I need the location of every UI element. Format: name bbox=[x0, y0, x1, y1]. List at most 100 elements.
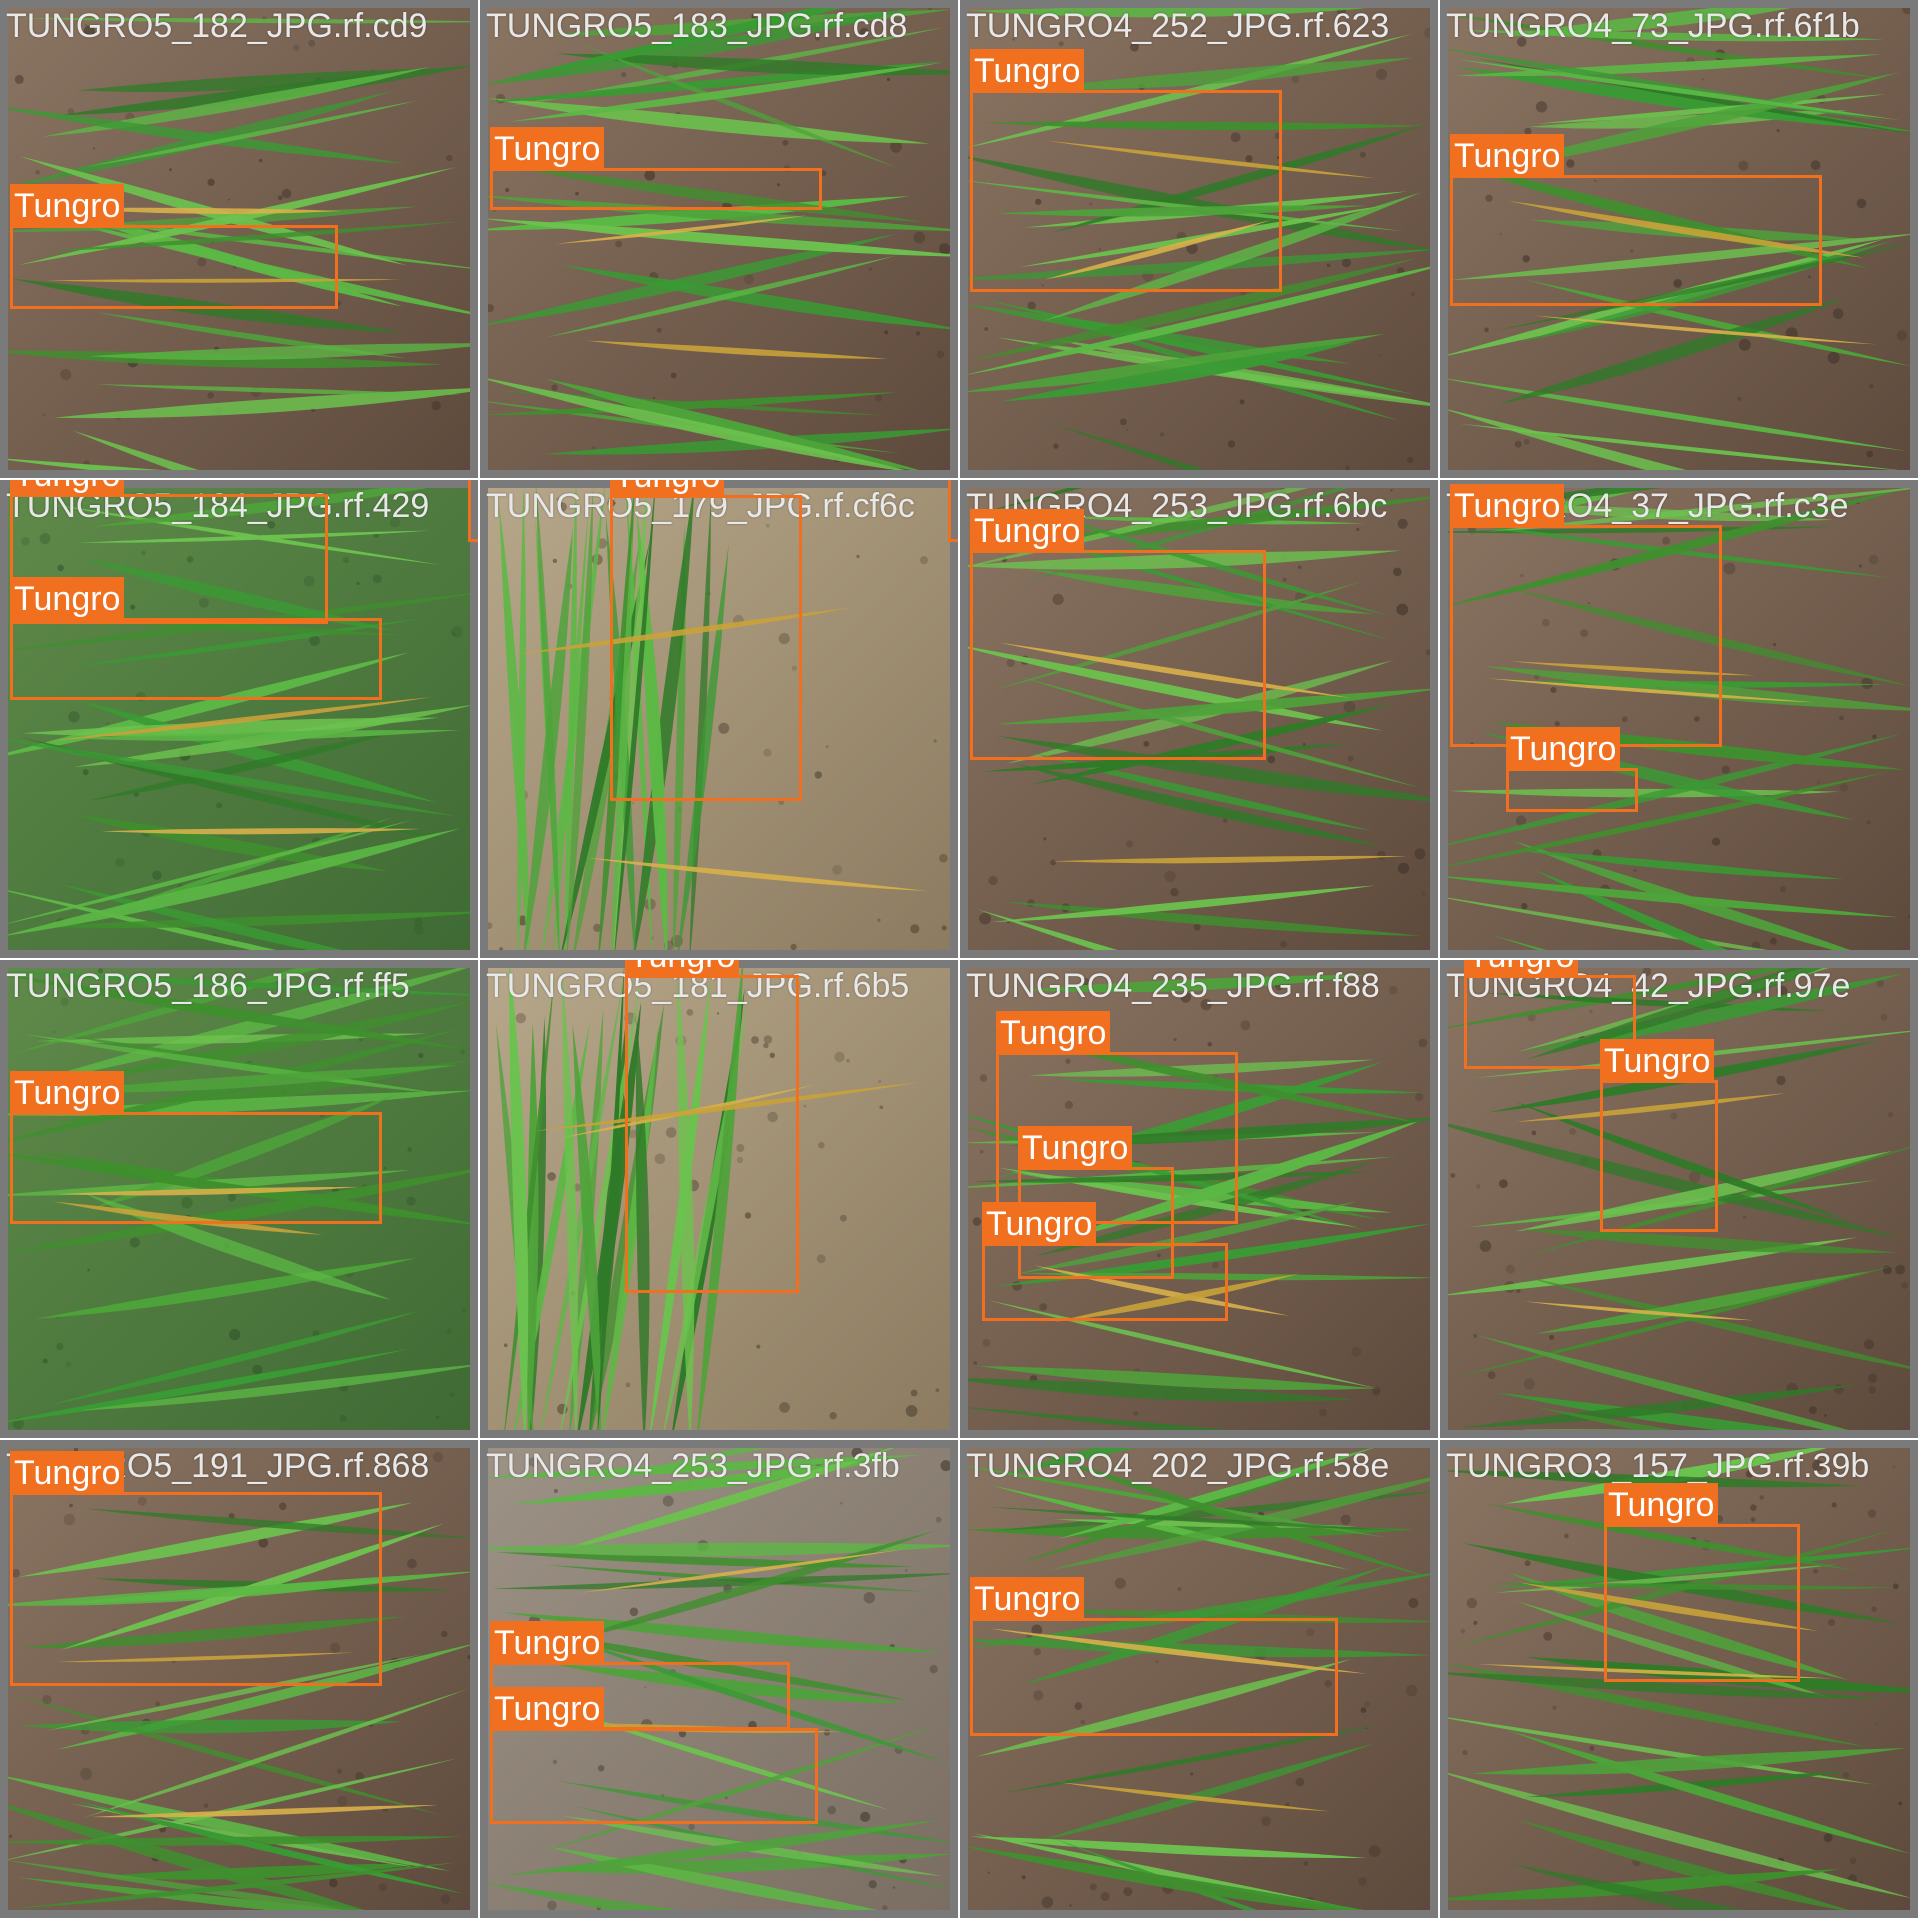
soil-speck bbox=[665, 1127, 677, 1138]
soil-speck bbox=[1319, 1408, 1327, 1417]
detection-tile: TUNGRO3_157_JPG.rf.39b Tungro bbox=[1440, 1440, 1920, 1920]
soil-speck bbox=[115, 858, 125, 868]
soil-speck bbox=[987, 1871, 991, 1874]
soil-speck bbox=[718, 722, 730, 734]
yellowed-leaf bbox=[1511, 661, 1756, 676]
tile-image bbox=[8, 1448, 470, 1910]
soil-speck bbox=[488, 922, 493, 929]
soil-speck bbox=[308, 39, 316, 47]
field-photo bbox=[1448, 968, 1910, 1430]
bounding-box: Tungro bbox=[1604, 1483, 1800, 1682]
rice-leaf bbox=[1463, 1543, 1900, 1624]
soil-speck bbox=[790, 943, 797, 950]
bounding-box: Tungro bbox=[996, 1011, 1238, 1224]
yellowed-leaf bbox=[586, 340, 889, 359]
bounding-box: Tungro bbox=[610, 480, 802, 801]
yellowed-leaf bbox=[555, 215, 807, 245]
soil-speck bbox=[198, 597, 209, 608]
soil-speck bbox=[1580, 629, 1589, 638]
soil-speck bbox=[505, 188, 510, 193]
detection-tile: TUNGRO4_253_JPG.rf.3fb Tungro Tungro bbox=[480, 1440, 960, 1920]
rice-leaf bbox=[488, 218, 950, 257]
soil-speck bbox=[1326, 263, 1331, 268]
rice-leaf bbox=[8, 828, 461, 936]
rice-leaf bbox=[566, 488, 594, 950]
class-label: Tungro bbox=[970, 509, 1085, 553]
rice-leaf bbox=[83, 1193, 391, 1300]
rice-leaf bbox=[968, 266, 1430, 375]
soil-speck bbox=[1772, 642, 1777, 647]
image-filename: TUNGRO4_202_JPG.rf.58e bbox=[966, 1447, 1390, 1485]
soil-speck bbox=[141, 550, 146, 556]
soil-speck bbox=[1123, 1887, 1133, 1897]
soil-speck bbox=[982, 1338, 991, 1347]
soil-speck bbox=[856, 554, 860, 559]
rice-leaf bbox=[1022, 974, 1367, 993]
soil-speck bbox=[1033, 1648, 1041, 1656]
soil-speck bbox=[1759, 1495, 1764, 1500]
soil-speck bbox=[414, 917, 423, 927]
rice-leaf bbox=[84, 100, 418, 168]
soil-speck bbox=[1222, 818, 1228, 823]
bounding-box: Tungro bbox=[468, 480, 478, 542]
soil-speck bbox=[1053, 443, 1059, 449]
rice-leaf bbox=[95, 384, 462, 395]
soil-speck bbox=[575, 191, 579, 196]
soil-speck bbox=[303, 575, 315, 587]
rice-leaf bbox=[552, 1663, 907, 1704]
soil-speck bbox=[1901, 1282, 1908, 1289]
soil-speck bbox=[1832, 308, 1844, 320]
soil-speck bbox=[1410, 292, 1415, 297]
soil-speck bbox=[1831, 1502, 1837, 1508]
rice-leaf bbox=[509, 968, 529, 1430]
soil-speck bbox=[654, 1153, 666, 1165]
soil-speck bbox=[252, 1364, 263, 1375]
soil-speck bbox=[1460, 1628, 1466, 1634]
soil-speck bbox=[662, 1495, 674, 1507]
soil-speck bbox=[1462, 1749, 1468, 1756]
rice-leaf bbox=[488, 233, 896, 326]
rice-leaf bbox=[1494, 1583, 1897, 1590]
soil-speck bbox=[495, 93, 506, 104]
soil-speck bbox=[1041, 1896, 1054, 1909]
soil-speck bbox=[984, 327, 989, 331]
soil-speck bbox=[515, 1013, 526, 1024]
rice-leaf bbox=[1448, 488, 1907, 606]
soil-speck bbox=[267, 521, 276, 529]
rice-leaf bbox=[1527, 968, 1823, 1060]
soil-speck bbox=[440, 1894, 451, 1904]
rice-leaf bbox=[517, 488, 527, 950]
rice-leaf bbox=[1514, 1101, 1853, 1222]
rice-leaf bbox=[968, 180, 1403, 232]
rice-leaf bbox=[8, 819, 413, 924]
soil-speck bbox=[803, 1104, 807, 1108]
soil-speck bbox=[815, 35, 821, 41]
soil-speck bbox=[744, 274, 754, 285]
soil-speck bbox=[1359, 151, 1366, 158]
soil-speck bbox=[724, 1796, 728, 1800]
rice-leaf bbox=[512, 1459, 891, 1505]
soil-speck bbox=[1397, 518, 1408, 529]
soil-speck bbox=[1839, 715, 1844, 721]
soil-speck bbox=[1240, 1020, 1251, 1031]
soil-speck bbox=[1425, 649, 1430, 656]
rice-leaf bbox=[1448, 409, 1687, 470]
soil-speck bbox=[9, 1834, 13, 1838]
soil-speck bbox=[846, 1058, 850, 1063]
soil-speck bbox=[1378, 354, 1381, 357]
soil-speck bbox=[1827, 351, 1840, 364]
soil-speck bbox=[337, 1795, 348, 1807]
soil-speck bbox=[1515, 815, 1527, 826]
class-label: Tungro bbox=[1018, 1126, 1133, 1170]
soil-speck bbox=[228, 1513, 235, 1519]
soil-speck bbox=[882, 1905, 888, 1910]
soil-speck bbox=[598, 1765, 605, 1772]
soil-speck bbox=[1080, 1719, 1085, 1725]
rice-leaf bbox=[968, 1407, 1230, 1430]
soil-speck bbox=[293, 44, 300, 51]
rice-leaf bbox=[504, 976, 555, 1430]
rice-leaf bbox=[488, 1883, 680, 1910]
rice-leaf bbox=[16, 968, 468, 1086]
rice-leaf bbox=[575, 41, 898, 168]
rice-leaf bbox=[78, 530, 430, 543]
